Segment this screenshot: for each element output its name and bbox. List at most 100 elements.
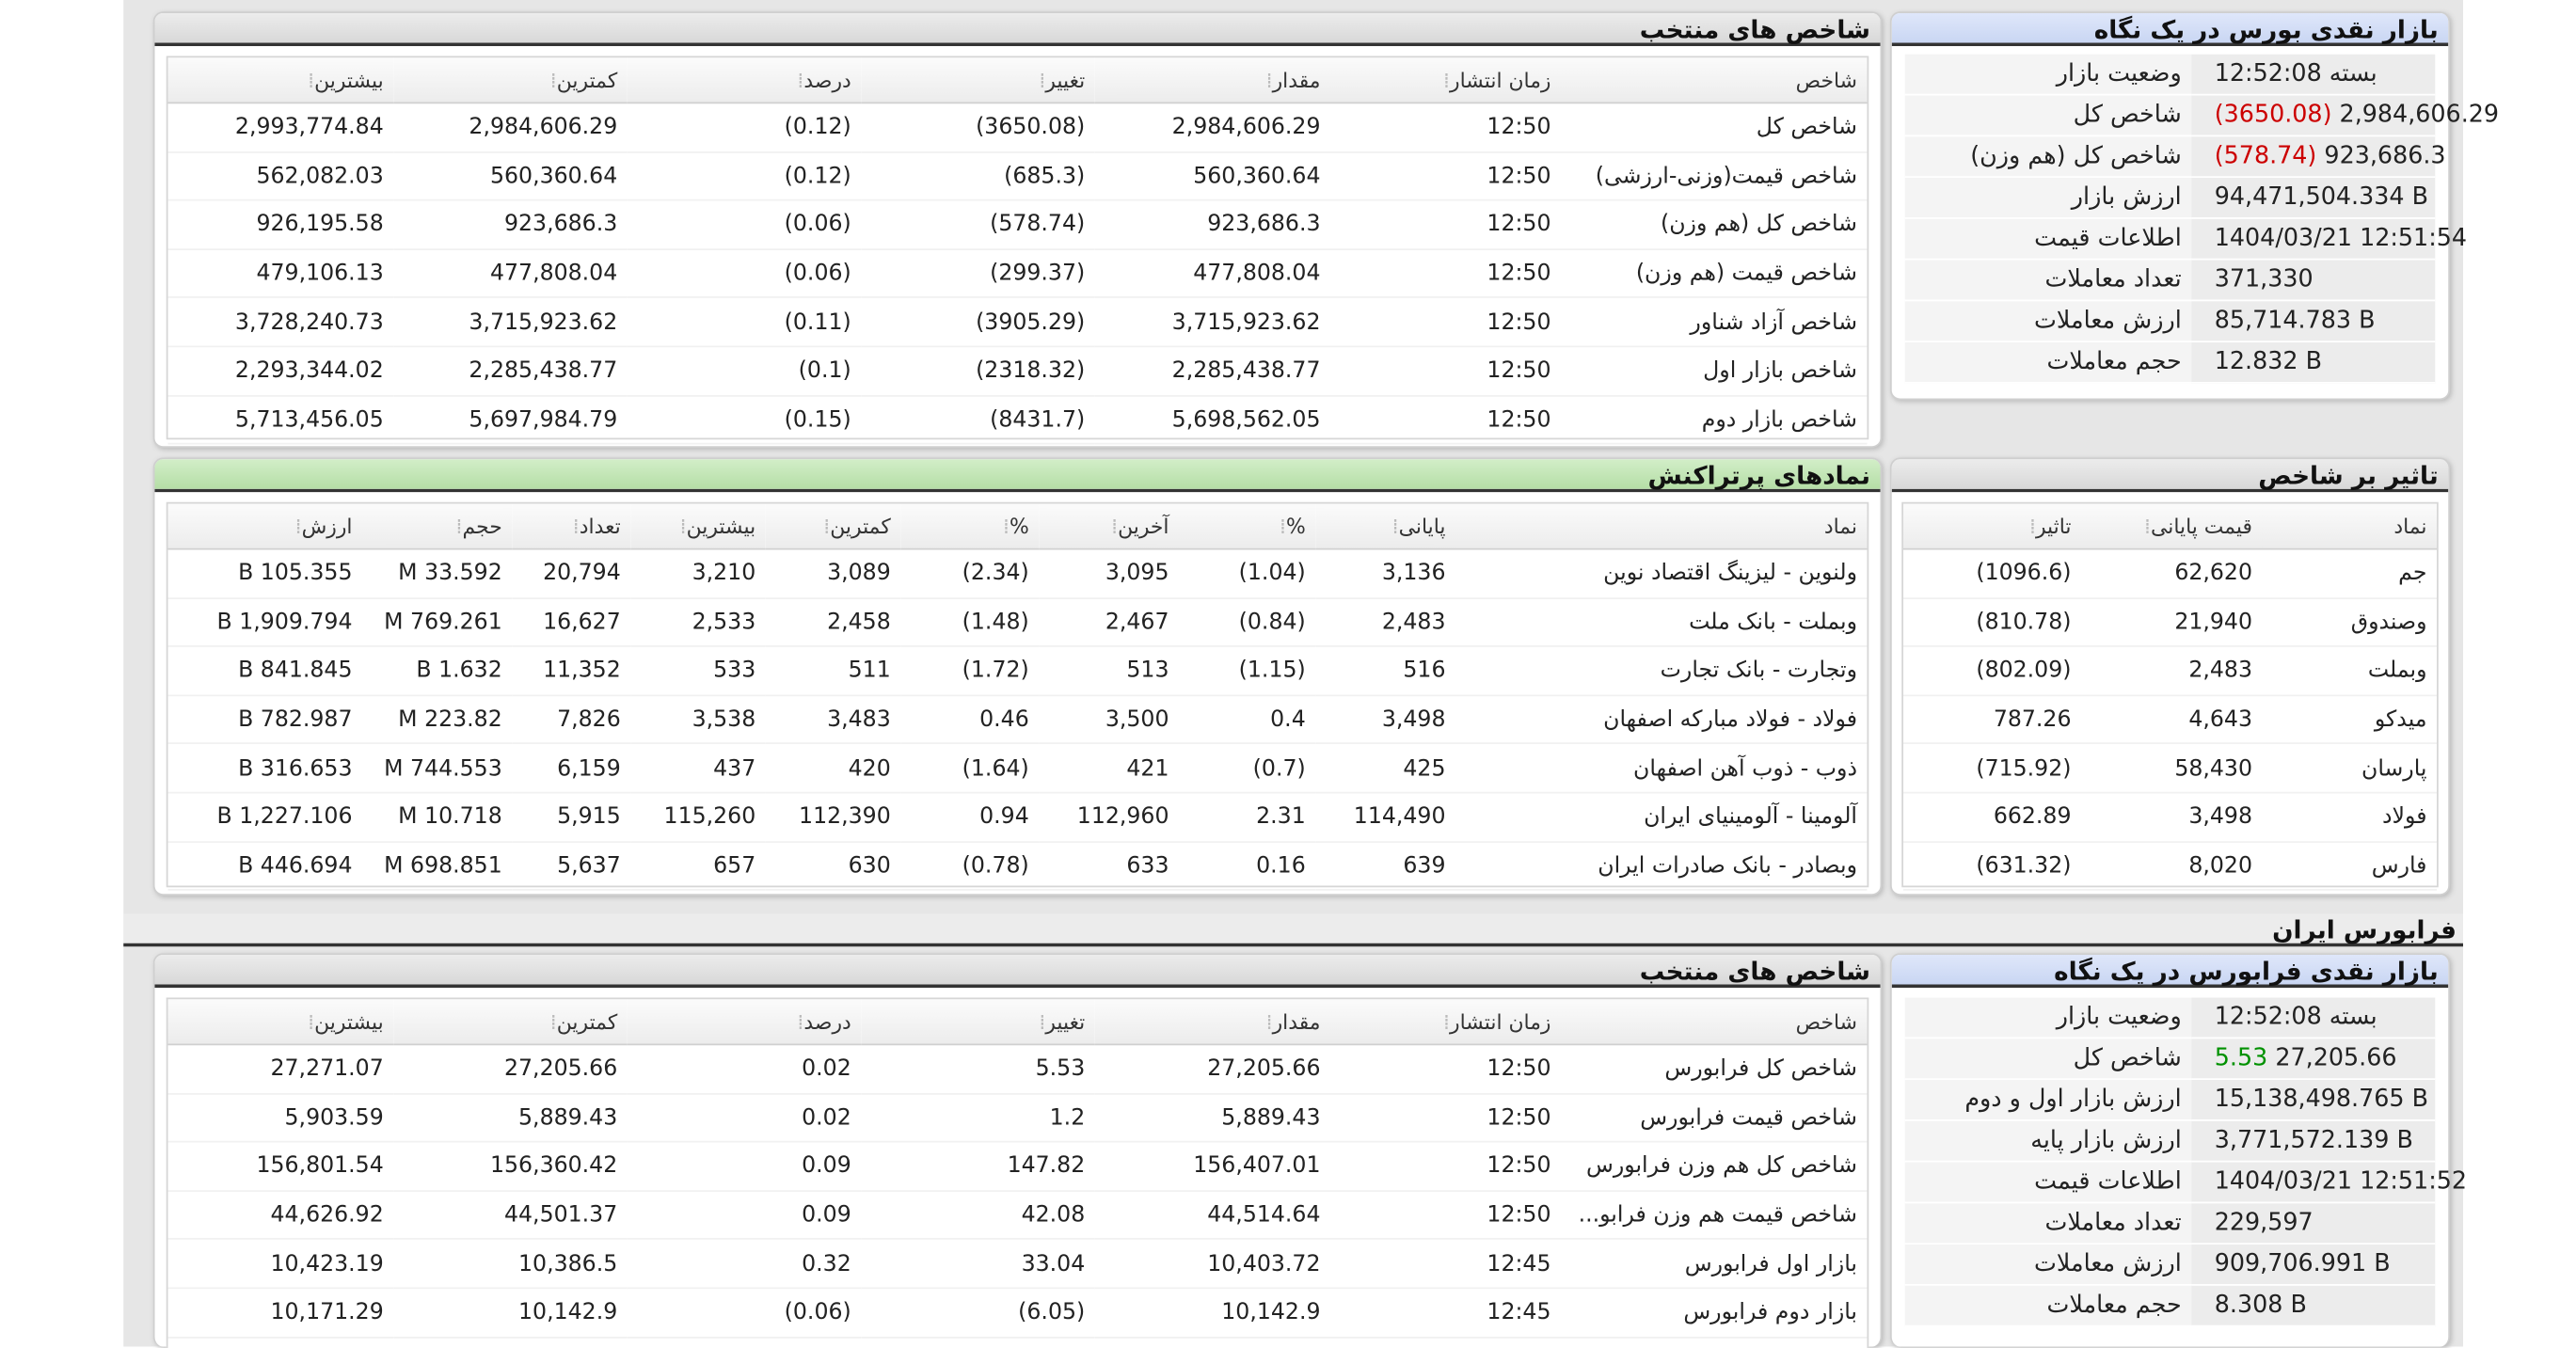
farabourse-glance-value-cell: 229,597 bbox=[2191, 1202, 2435, 1244]
farabourse-indices-header-4[interactable]: درصد⁞ bbox=[628, 999, 862, 1044]
farabourse-indices-header-6[interactable]: بیشترین⁞ bbox=[168, 999, 394, 1044]
farabourse-glance-value-cell: 3,771,572.139 B bbox=[2191, 1120, 2435, 1162]
index-impact-cell-symbol: پارسان bbox=[2263, 744, 2438, 793]
index-impact-header-1[interactable]: قیمت پایانی⁞ bbox=[2081, 504, 2263, 549]
bourse-indices-cell-value: 477,808.04 bbox=[1095, 249, 1330, 298]
bourse-indices-cell-value: 5,698,562.05 bbox=[1095, 395, 1330, 444]
sort-handle-icon: ⁞ bbox=[1261, 1009, 1272, 1034]
farabourse-indices-cell-change: 33.04 bbox=[861, 1240, 1095, 1289]
active-symbols-header-8[interactable]: حجم⁞ bbox=[362, 504, 512, 549]
bourse-indices-cell-value: 2,984,606.29 bbox=[1095, 103, 1330, 151]
index-impact-header-0[interactable]: نماد bbox=[2263, 504, 2438, 549]
active-symbols-cell-max: 533 bbox=[630, 646, 766, 695]
active-symbols-header-5[interactable]: کمترین⁞ bbox=[766, 504, 901, 549]
farabourse-indices-header-3[interactable]: تغییر⁞ bbox=[861, 999, 1095, 1044]
bourse-indices-cell-time: 12:50 bbox=[1330, 103, 1561, 151]
farabourse-indices-cell-change: 5.53 bbox=[861, 1044, 1095, 1093]
bourse-indices-header-2[interactable]: مقدار⁞ bbox=[1095, 57, 1330, 103]
farabourse-indices-header-2[interactable]: مقدار⁞ bbox=[1095, 999, 1330, 1044]
active-symbols-cell-last_pct: (1.64) bbox=[900, 744, 1039, 793]
bourse-indices-header-6[interactable]: بیشترین⁞ bbox=[168, 57, 394, 103]
index-impact-header-2[interactable]: تاثیر⁞ bbox=[1903, 504, 2081, 549]
bourse-indices-cell-percent: (0.12) bbox=[628, 151, 862, 200]
bourse-indices-cell-max: 5,713,456.05 bbox=[168, 395, 394, 444]
index-impact-cell-close: 3,498 bbox=[2081, 793, 2263, 842]
active-symbols-header-3[interactable]: آخرین⁞ bbox=[1039, 504, 1179, 549]
active-symbols-header-6[interactable]: بیشترین⁞ bbox=[630, 504, 766, 549]
active-symbols-cell-max: 2,533 bbox=[630, 597, 766, 646]
active-symbols-cell-value: 1,909.794 B bbox=[168, 597, 363, 646]
farabourse-indices-cell-name: شاخص قیمت فرابورس bbox=[1561, 1093, 1868, 1142]
farabourse-indices-header-label: مقدار bbox=[1273, 1009, 1321, 1034]
farabourse-indices-cell-min: 10,142.9 bbox=[393, 1288, 628, 1337]
bourse-indices-header-1[interactable]: زمان انتشار⁞ bbox=[1330, 57, 1561, 103]
bourse-glance-value: 1404/03/21 12:51:54 bbox=[2215, 226, 2467, 252]
farabourse-glance-value: 229,597 bbox=[2215, 1210, 2314, 1236]
active-symbols-header-4[interactable]: %⁞ bbox=[900, 504, 1039, 549]
active-symbols-header-label: % bbox=[1286, 514, 1306, 538]
bourse-indices-cell-change: (578.74) bbox=[861, 200, 1095, 249]
active-symbols-header-1[interactable]: پایانی⁞ bbox=[1315, 504, 1455, 549]
bourse-indices-header-4[interactable]: درصد⁞ bbox=[628, 57, 862, 103]
farabourse-indices-cell-max: 27,271.07 bbox=[168, 1044, 394, 1093]
farabourse-indices-header-1[interactable]: زمان انتشار⁞ bbox=[1330, 999, 1561, 1044]
farabourse-glance-value-cell: 5.53 27,205.66 bbox=[2191, 1038, 2435, 1079]
bourse-indices-cell-change: (3650.08) bbox=[861, 103, 1095, 151]
bourse-indices-header-5[interactable]: کمترین⁞ bbox=[393, 57, 628, 103]
bourse-indices-header-3[interactable]: تغییر⁞ bbox=[861, 57, 1095, 103]
farabourse-indices-cell-time: 12:45 bbox=[1330, 1240, 1561, 1289]
active-symbols-header-0[interactable]: نماد bbox=[1455, 504, 1868, 549]
active-symbols-cell-max: 3,210 bbox=[630, 549, 766, 598]
active-symbols-header-9[interactable]: ارزش⁞ bbox=[168, 504, 363, 549]
active-symbols-cell-volume: 744.553 M bbox=[362, 744, 512, 793]
farabourse-indices-header-5[interactable]: کمترین⁞ bbox=[393, 999, 628, 1044]
bourse-glance-value-cell: 371,330 bbox=[2191, 260, 2435, 301]
bourse-glance-value-cell: (3650.08) 2,984,606.29 bbox=[2191, 95, 2435, 136]
active-symbols-cell-value: 316.653 B bbox=[168, 744, 363, 793]
bourse-indices-header-0[interactable]: شاخص bbox=[1561, 57, 1868, 103]
bourse-glance-label: ارزش بازار bbox=[1905, 177, 2192, 218]
bourse-glance-value: 12.832 B bbox=[2215, 349, 2322, 375]
active-symbols-cell-value: 782.987 B bbox=[168, 695, 363, 744]
index-impact-cell-impact: (810.78) bbox=[1903, 597, 2081, 646]
bourse-indices-cell-change: (3905.29) bbox=[861, 298, 1095, 347]
active-symbols-header-2[interactable]: %⁞ bbox=[1179, 504, 1315, 549]
bourse-glance-value: 94,471,504.334 B bbox=[2215, 184, 2428, 211]
farabourse-indices-cell-percent: (0.06) bbox=[628, 1288, 862, 1337]
farabourse-indices-cell-time: 12:50 bbox=[1330, 1044, 1561, 1093]
active-symbols-header-7[interactable]: تعداد⁞ bbox=[512, 504, 630, 549]
farabourse-indices-header-0[interactable]: شاخص bbox=[1561, 999, 1868, 1044]
index-impact-cell-symbol: وبملت bbox=[2263, 646, 2438, 695]
